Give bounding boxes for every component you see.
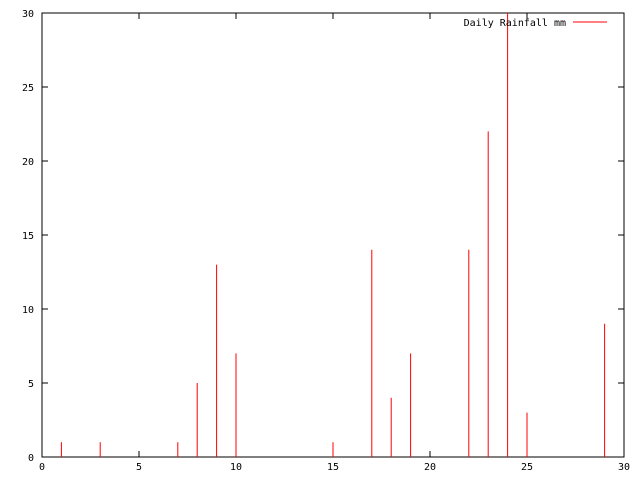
series-bars — [60, 13, 606, 457]
plot-frame — [41, 12, 625, 458]
x-tick-label: 10 — [230, 462, 242, 473]
x-tick-label: 20 — [424, 462, 436, 473]
y-tick-label: 5 — [28, 379, 34, 390]
x-tick-label: 30 — [618, 462, 630, 473]
x-tick-label: 25 — [521, 462, 533, 473]
axis-ticks — [41, 12, 625, 458]
axis-tick-labels: 0 5 10 15 20 25 30 0 5 10 15 20 25 30 — [22, 9, 630, 473]
y-tick-label: 10 — [22, 305, 34, 316]
x-tick-label: 0 — [39, 462, 45, 473]
x-tick-label: 5 — [136, 462, 142, 473]
x-tick-label: 15 — [327, 462, 339, 473]
legend: Daily Rainfall mm — [464, 18, 607, 29]
y-tick-label: 25 — [22, 83, 34, 94]
y-tick-label: 15 — [22, 231, 34, 242]
y-tick-label: 30 — [22, 9, 34, 20]
legend-label: Daily Rainfall mm — [464, 18, 566, 29]
y-tick-label: 0 — [28, 453, 34, 464]
y-tick-label: 20 — [22, 157, 34, 168]
